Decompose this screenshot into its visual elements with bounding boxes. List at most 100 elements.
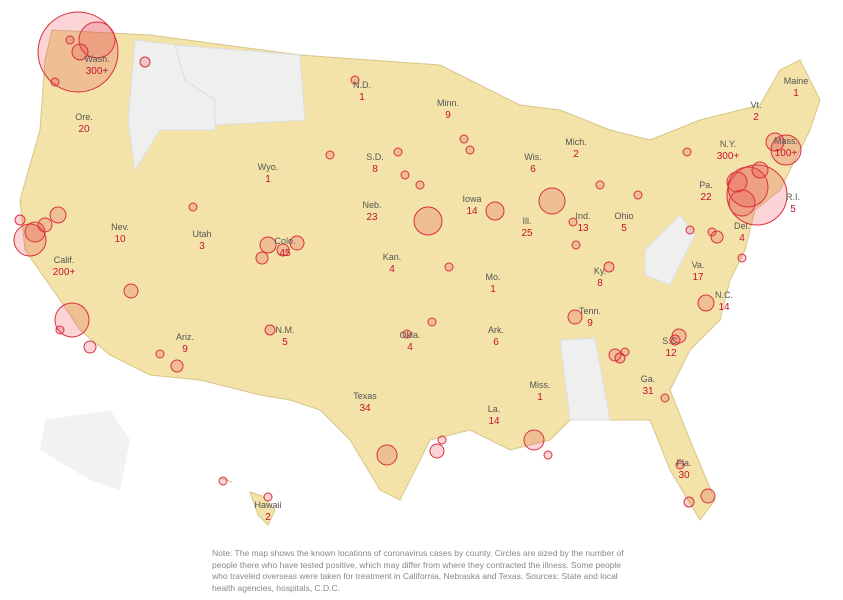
case-count: 4	[739, 233, 745, 244]
case-count: 9	[182, 344, 188, 355]
case-circle	[123, 283, 139, 299]
state-name: Tenn.	[579, 306, 601, 316]
state-name: Ark.	[488, 325, 504, 335]
case-count: 25	[521, 228, 533, 239]
case-count: 1	[537, 392, 543, 403]
state-name: Va.	[692, 260, 705, 270]
case-count: 100+	[775, 148, 798, 159]
no-case-state	[644, 214, 696, 286]
state-name: Mass.	[774, 136, 798, 146]
case-circle	[71, 43, 89, 61]
case-circle	[675, 460, 685, 470]
state-name: S.C.	[662, 336, 680, 346]
case-circle	[437, 435, 447, 445]
case-circle	[78, 21, 116, 59]
case-circle	[50, 77, 60, 87]
case-circle	[485, 201, 505, 221]
case-circle	[683, 496, 695, 508]
state-name: Texas	[353, 391, 377, 401]
case-count: 9	[445, 110, 451, 121]
case-circle	[155, 349, 165, 359]
case-count: 12	[665, 348, 677, 359]
state-name: Mo.	[485, 272, 500, 282]
case-circle	[465, 145, 475, 155]
case-circle	[523, 429, 545, 451]
state-name: Hawaii	[254, 500, 281, 510]
case-circle	[538, 187, 566, 215]
case-count: 1	[359, 92, 365, 103]
case-count: 4	[389, 264, 395, 275]
state-name: Del.	[734, 221, 750, 231]
state-name: Colo.	[274, 236, 295, 246]
state-name: Ariz.	[176, 332, 194, 342]
case-circles	[13, 11, 802, 508]
case-count: 6	[530, 164, 536, 175]
case-count: 1	[265, 174, 271, 185]
case-circle	[255, 251, 269, 265]
state-name: Utah	[192, 229, 211, 239]
case-circle	[751, 161, 769, 179]
state-name: N.Y.	[720, 139, 736, 149]
state-name: Nev.	[111, 222, 129, 232]
us-land	[19, 29, 821, 521]
case-count: 30	[678, 470, 690, 481]
case-circle	[259, 236, 277, 254]
state-name: Ky.	[594, 266, 606, 276]
case-count: 45	[279, 248, 291, 259]
case-count: 5	[282, 337, 288, 348]
case-count: 5	[621, 223, 627, 234]
case-circle	[685, 225, 695, 235]
case-circle	[633, 190, 643, 200]
case-count: 14	[466, 206, 478, 217]
state-name: Miss.	[530, 380, 551, 390]
case-count: 8	[372, 164, 378, 175]
case-circle	[415, 180, 425, 190]
state-name: Okla.	[399, 330, 420, 340]
case-count: 13	[577, 223, 589, 234]
case-circle	[37, 217, 53, 233]
state-name: Ga.	[641, 374, 656, 384]
state-name: S.D.	[366, 152, 384, 162]
state-name: Calif.	[54, 255, 75, 265]
state-name: Mich.	[565, 137, 587, 147]
case-circle	[765, 132, 785, 152]
case-circle	[276, 243, 290, 257]
case-circle	[393, 147, 403, 157]
case-circle	[170, 359, 184, 373]
case-count: 300+	[86, 66, 109, 77]
no-case-state	[559, 337, 611, 421]
case-circle	[620, 347, 630, 357]
case-circle	[595, 180, 605, 190]
case-circle	[444, 262, 454, 272]
case-count: 31	[642, 386, 654, 397]
state-name: Ill.	[523, 216, 532, 226]
case-circle	[543, 450, 553, 460]
case-count: 2	[265, 512, 271, 523]
alaska	[40, 410, 130, 490]
case-count: 14	[718, 302, 730, 313]
case-circle	[726, 171, 748, 193]
case-count: 14	[488, 416, 500, 427]
case-circle	[49, 206, 67, 224]
case-circle	[459, 134, 469, 144]
case-circle	[139, 56, 151, 68]
case-circle	[737, 253, 747, 263]
case-count: 22	[700, 192, 712, 203]
case-circle	[603, 261, 615, 273]
case-circle	[700, 488, 716, 504]
case-circle	[671, 328, 687, 344]
case-count: 1	[490, 284, 496, 295]
state-name: Wash.	[84, 54, 109, 64]
case-circle	[400, 170, 410, 180]
land	[19, 29, 821, 526]
note: Note: The map shows the known locations …	[212, 548, 624, 593]
state-name: Ore.	[75, 112, 93, 122]
case-count: 5	[790, 204, 796, 215]
case-circle	[571, 240, 581, 250]
state-labels: Wash. 300+ Ore. 20 Calif. 200+ Nev. 10 Utah 3 Ariz…	[53, 54, 809, 523]
case-count: 9	[587, 318, 593, 329]
state-name: Kan.	[383, 252, 402, 262]
case-count: 23	[366, 212, 378, 223]
case-count: 17	[692, 272, 704, 283]
case-circle	[429, 443, 445, 459]
